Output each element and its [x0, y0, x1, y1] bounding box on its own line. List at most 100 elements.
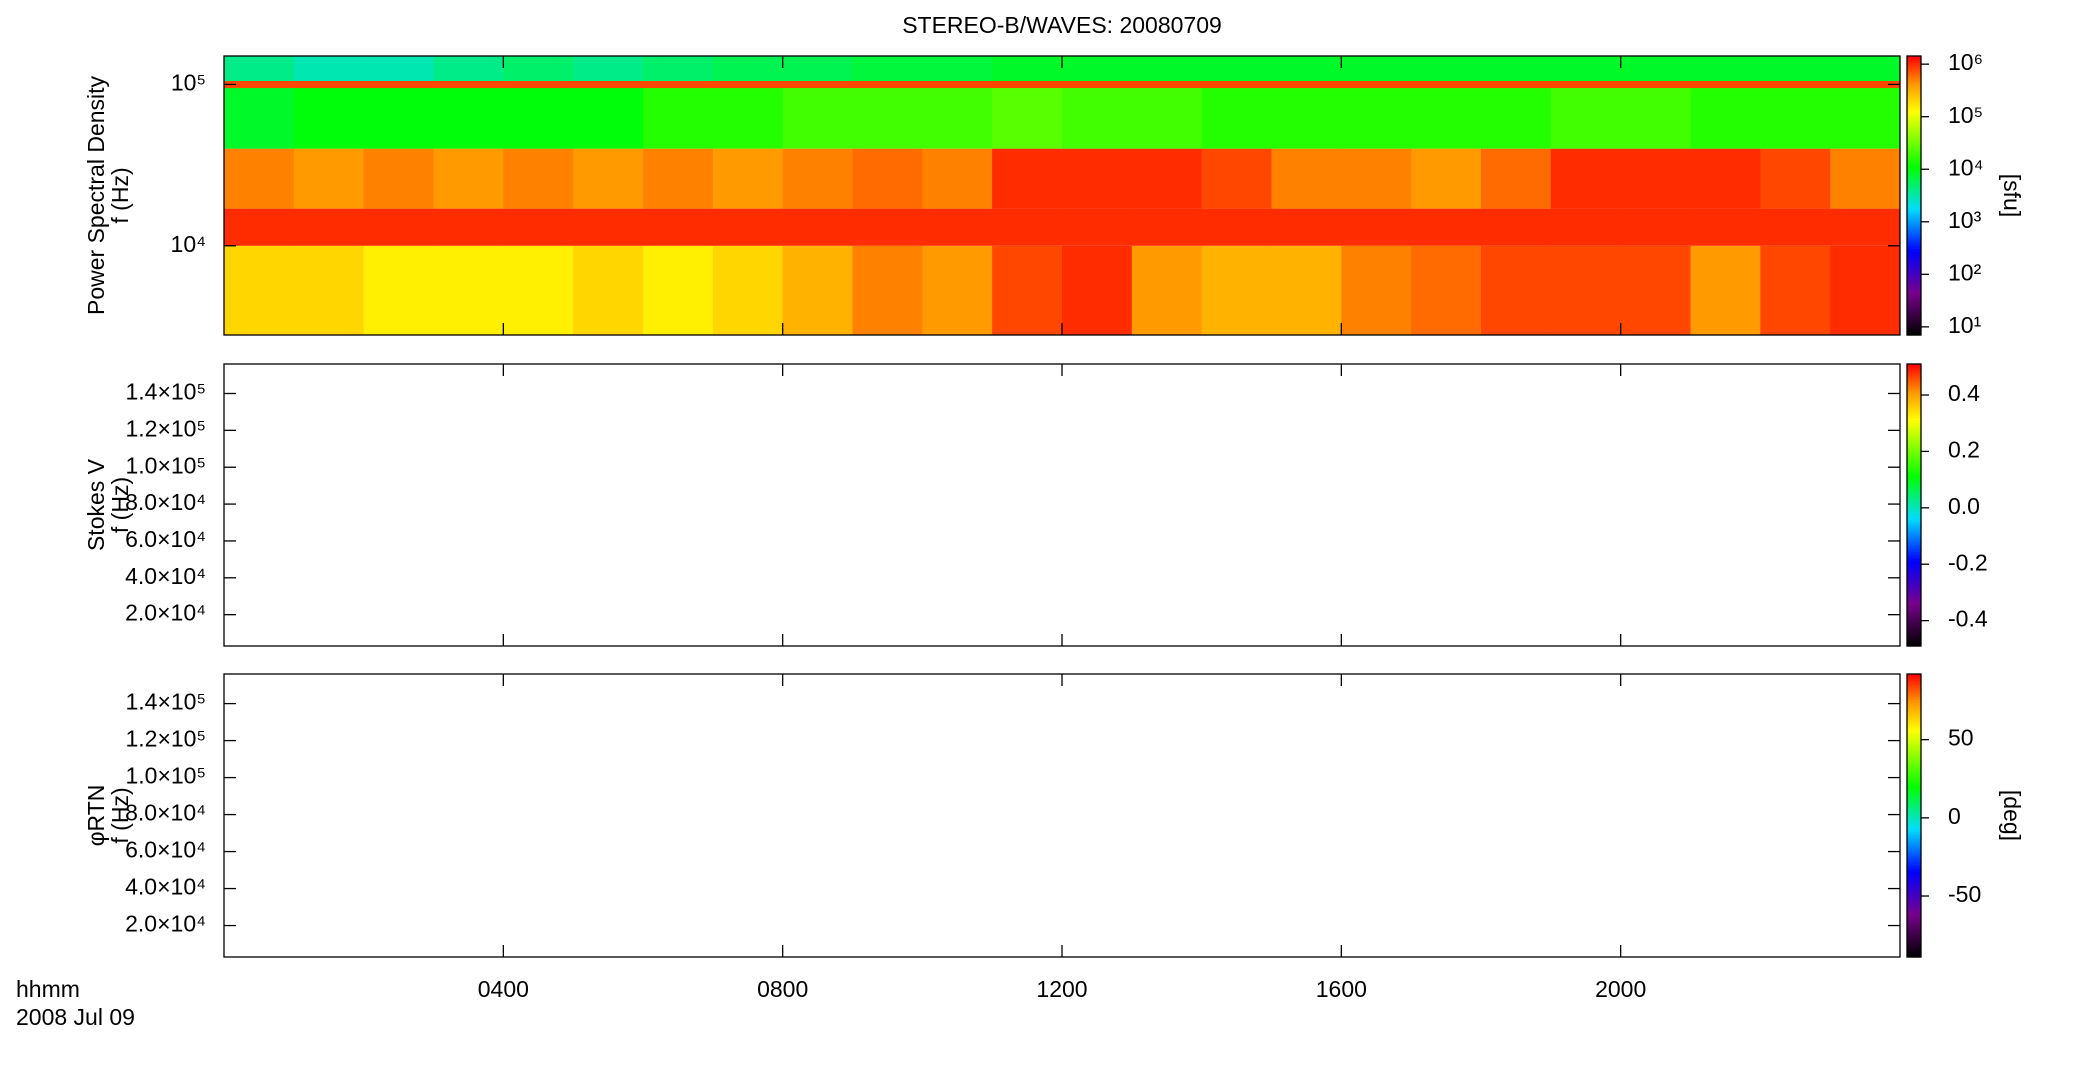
heatmap-cell: [1341, 56, 1412, 81]
colorbar-swatch: [1907, 505, 1921, 508]
colorbar-swatch: [1907, 429, 1921, 433]
heatmap-cell: [782, 88, 853, 149]
y-axis-label: Power Spectral Density: [83, 75, 109, 315]
colorbar-swatch: [1907, 420, 1921, 424]
heatmap-cell: [1062, 245, 1133, 335]
colorbar-swatch: [1907, 690, 1921, 694]
heatmap-cell: [712, 245, 784, 335]
colorbar-swatch: [1907, 495, 1921, 499]
heatmap-cell: [1830, 208, 1901, 246]
heatmap-cell: [224, 245, 295, 335]
colorbar-swatch: [1907, 909, 1921, 913]
heatmap-cell: [1690, 56, 1761, 81]
colorbar-swatch: [1907, 559, 1921, 562]
heatmap-cell: [922, 148, 993, 209]
colorbar-swatch: [1907, 561, 1921, 565]
colorbar-swatch: [1907, 617, 1921, 621]
heatmap-cell: [363, 88, 434, 149]
colorbar-tick-label: -0.4: [1948, 606, 1988, 632]
colorbar-swatch: [1907, 197, 1921, 201]
colorbar-tick-label: 10⁶: [1948, 49, 1983, 75]
heatmap-cell: [852, 245, 923, 335]
heatmap-cell: [1271, 148, 1342, 209]
colorbar-swatch: [1907, 526, 1921, 530]
colorbar-swatch: [1907, 114, 1921, 118]
heatmap-cell: [1690, 88, 1761, 149]
y-tick-label: 4.0×10⁴: [125, 874, 206, 900]
colorbar-swatch: [1907, 829, 1921, 833]
y-tick-label: 4.0×10⁴: [125, 563, 206, 589]
colorbar-swatch: [1907, 747, 1921, 751]
heatmap-cell: [1201, 80, 1272, 89]
colorbar-swatch: [1907, 711, 1921, 715]
colorbar-swatch: [1907, 387, 1921, 391]
y-tick-label: 10⁵: [171, 69, 206, 95]
colorbar-swatch: [1907, 507, 1921, 511]
colorbar-tick-label: 0.0: [1948, 493, 1980, 519]
colorbar-swatch: [1907, 272, 1921, 276]
colorbar-swatch: [1907, 60, 1921, 64]
colorbar-swatch: [1907, 472, 1921, 476]
colorbar-swatch: [1907, 846, 1921, 850]
colorbar-swatch: [1907, 276, 1921, 280]
colorbar-swatch: [1907, 497, 1921, 501]
colorbar-swatch: [1907, 290, 1921, 294]
colorbar-swatch: [1907, 307, 1921, 311]
colorbar-swatch: [1907, 58, 1921, 62]
colorbar-swatch: [1907, 371, 1921, 374]
heatmap-cell: [1481, 148, 1552, 209]
heatmap-cell: [782, 56, 853, 81]
colorbar-swatch: [1907, 458, 1921, 461]
heatmap-cell: [224, 56, 295, 81]
colorbar-swatch: [1907, 399, 1921, 403]
colorbar-swatch: [1907, 137, 1921, 141]
heatmap-cell: [1830, 245, 1901, 335]
colorbar-swatch: [1907, 297, 1921, 301]
colorbar-swatch: [1907, 79, 1921, 83]
heatmap-cell: [1271, 56, 1342, 81]
colorbar-swatch: [1907, 824, 1921, 828]
colorbar-swatch: [1907, 521, 1921, 525]
colorbar-swatch: [1907, 311, 1921, 315]
colorbar-swatch: [1907, 768, 1921, 772]
colorbar-swatch: [1907, 923, 1921, 927]
colorbar-swatch: [1907, 603, 1921, 607]
heatmap-cell: [712, 88, 784, 149]
colorbar-swatch: [1907, 622, 1921, 626]
colorbar-swatch: [1907, 262, 1921, 266]
colorbar-swatch: [1907, 323, 1921, 327]
heatmap-cell: [1411, 56, 1482, 81]
colorbar-swatch: [1907, 396, 1921, 400]
heatmap-cell: [1620, 88, 1691, 149]
colorbar-swatch: [1907, 406, 1921, 410]
y-tick-label: 10⁴: [171, 231, 206, 257]
colorbar-swatch: [1907, 139, 1921, 143]
heatmap-cell: [503, 245, 574, 335]
colorbar-tick-label: 50: [1948, 725, 1974, 751]
colorbar-swatch: [1907, 902, 1921, 906]
y-tick-label: 6.0×10⁴: [125, 526, 206, 552]
colorbar-swatch: [1907, 493, 1921, 497]
colorbar-swatch: [1907, 295, 1921, 299]
colorbar-swatch: [1907, 450, 1921, 454]
heatmap-cell: [1760, 56, 1831, 81]
heatmap-cell: [643, 208, 714, 246]
heatmap-cell: [433, 148, 504, 209]
colorbar-swatch: [1907, 751, 1921, 755]
colorbar-swatch: [1907, 869, 1921, 873]
colorbar-swatch: [1907, 95, 1921, 99]
colorbar-swatch: [1907, 780, 1921, 784]
colorbar-swatch: [1907, 643, 1921, 647]
colorbar-swatch: [1907, 172, 1921, 176]
colorbar-swatch: [1907, 176, 1921, 180]
heatmap-cell: [992, 56, 1063, 81]
colorbar-swatch: [1907, 408, 1921, 412]
heatmap-cell: [503, 56, 574, 81]
heatmap-cell: [433, 208, 504, 246]
colorbar-swatch: [1907, 881, 1921, 885]
colorbar-swatch: [1907, 460, 1921, 464]
colorbar-swatch: [1907, 160, 1921, 164]
colorbar-frame: [1906, 673, 1922, 958]
